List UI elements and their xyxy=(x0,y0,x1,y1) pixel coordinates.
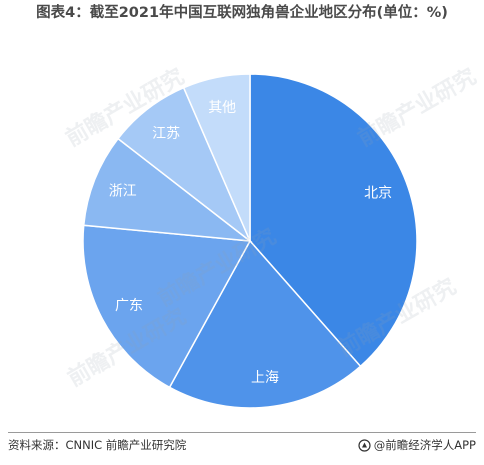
source-text: 资料来源：CNNIC 前瞻产业研究院 xyxy=(8,438,187,452)
brand-text: @前瞻经济学人APP xyxy=(373,438,476,452)
pie-slice-4 xyxy=(82,137,253,242)
slice-label-5: 江苏 xyxy=(152,126,180,142)
pie-slices xyxy=(82,73,418,409)
pie-slice-3 xyxy=(82,224,252,389)
brand: @前瞻经济学人APP xyxy=(358,437,476,453)
slice-label-2: 上海 xyxy=(251,370,279,386)
brand-logo-icon xyxy=(358,438,371,452)
footer: 资料来源：CNNIC 前瞻产业研究院 @前瞻经济学人APP xyxy=(8,437,476,453)
slice-label-4: 浙江 xyxy=(109,184,137,200)
pie-slice-6 xyxy=(182,73,251,242)
footer-divider xyxy=(8,432,476,433)
slice-label-3: 广东 xyxy=(115,298,143,314)
chart-title: 图表4：截至2021年中国互联网独角兽企业地区分布(单位：%) xyxy=(36,5,448,21)
slice-label-1: 北京 xyxy=(364,186,392,202)
slice-label-6: 其他 xyxy=(208,100,236,116)
pie-slice-2 xyxy=(168,239,362,409)
pie-slice-1 xyxy=(249,73,418,368)
